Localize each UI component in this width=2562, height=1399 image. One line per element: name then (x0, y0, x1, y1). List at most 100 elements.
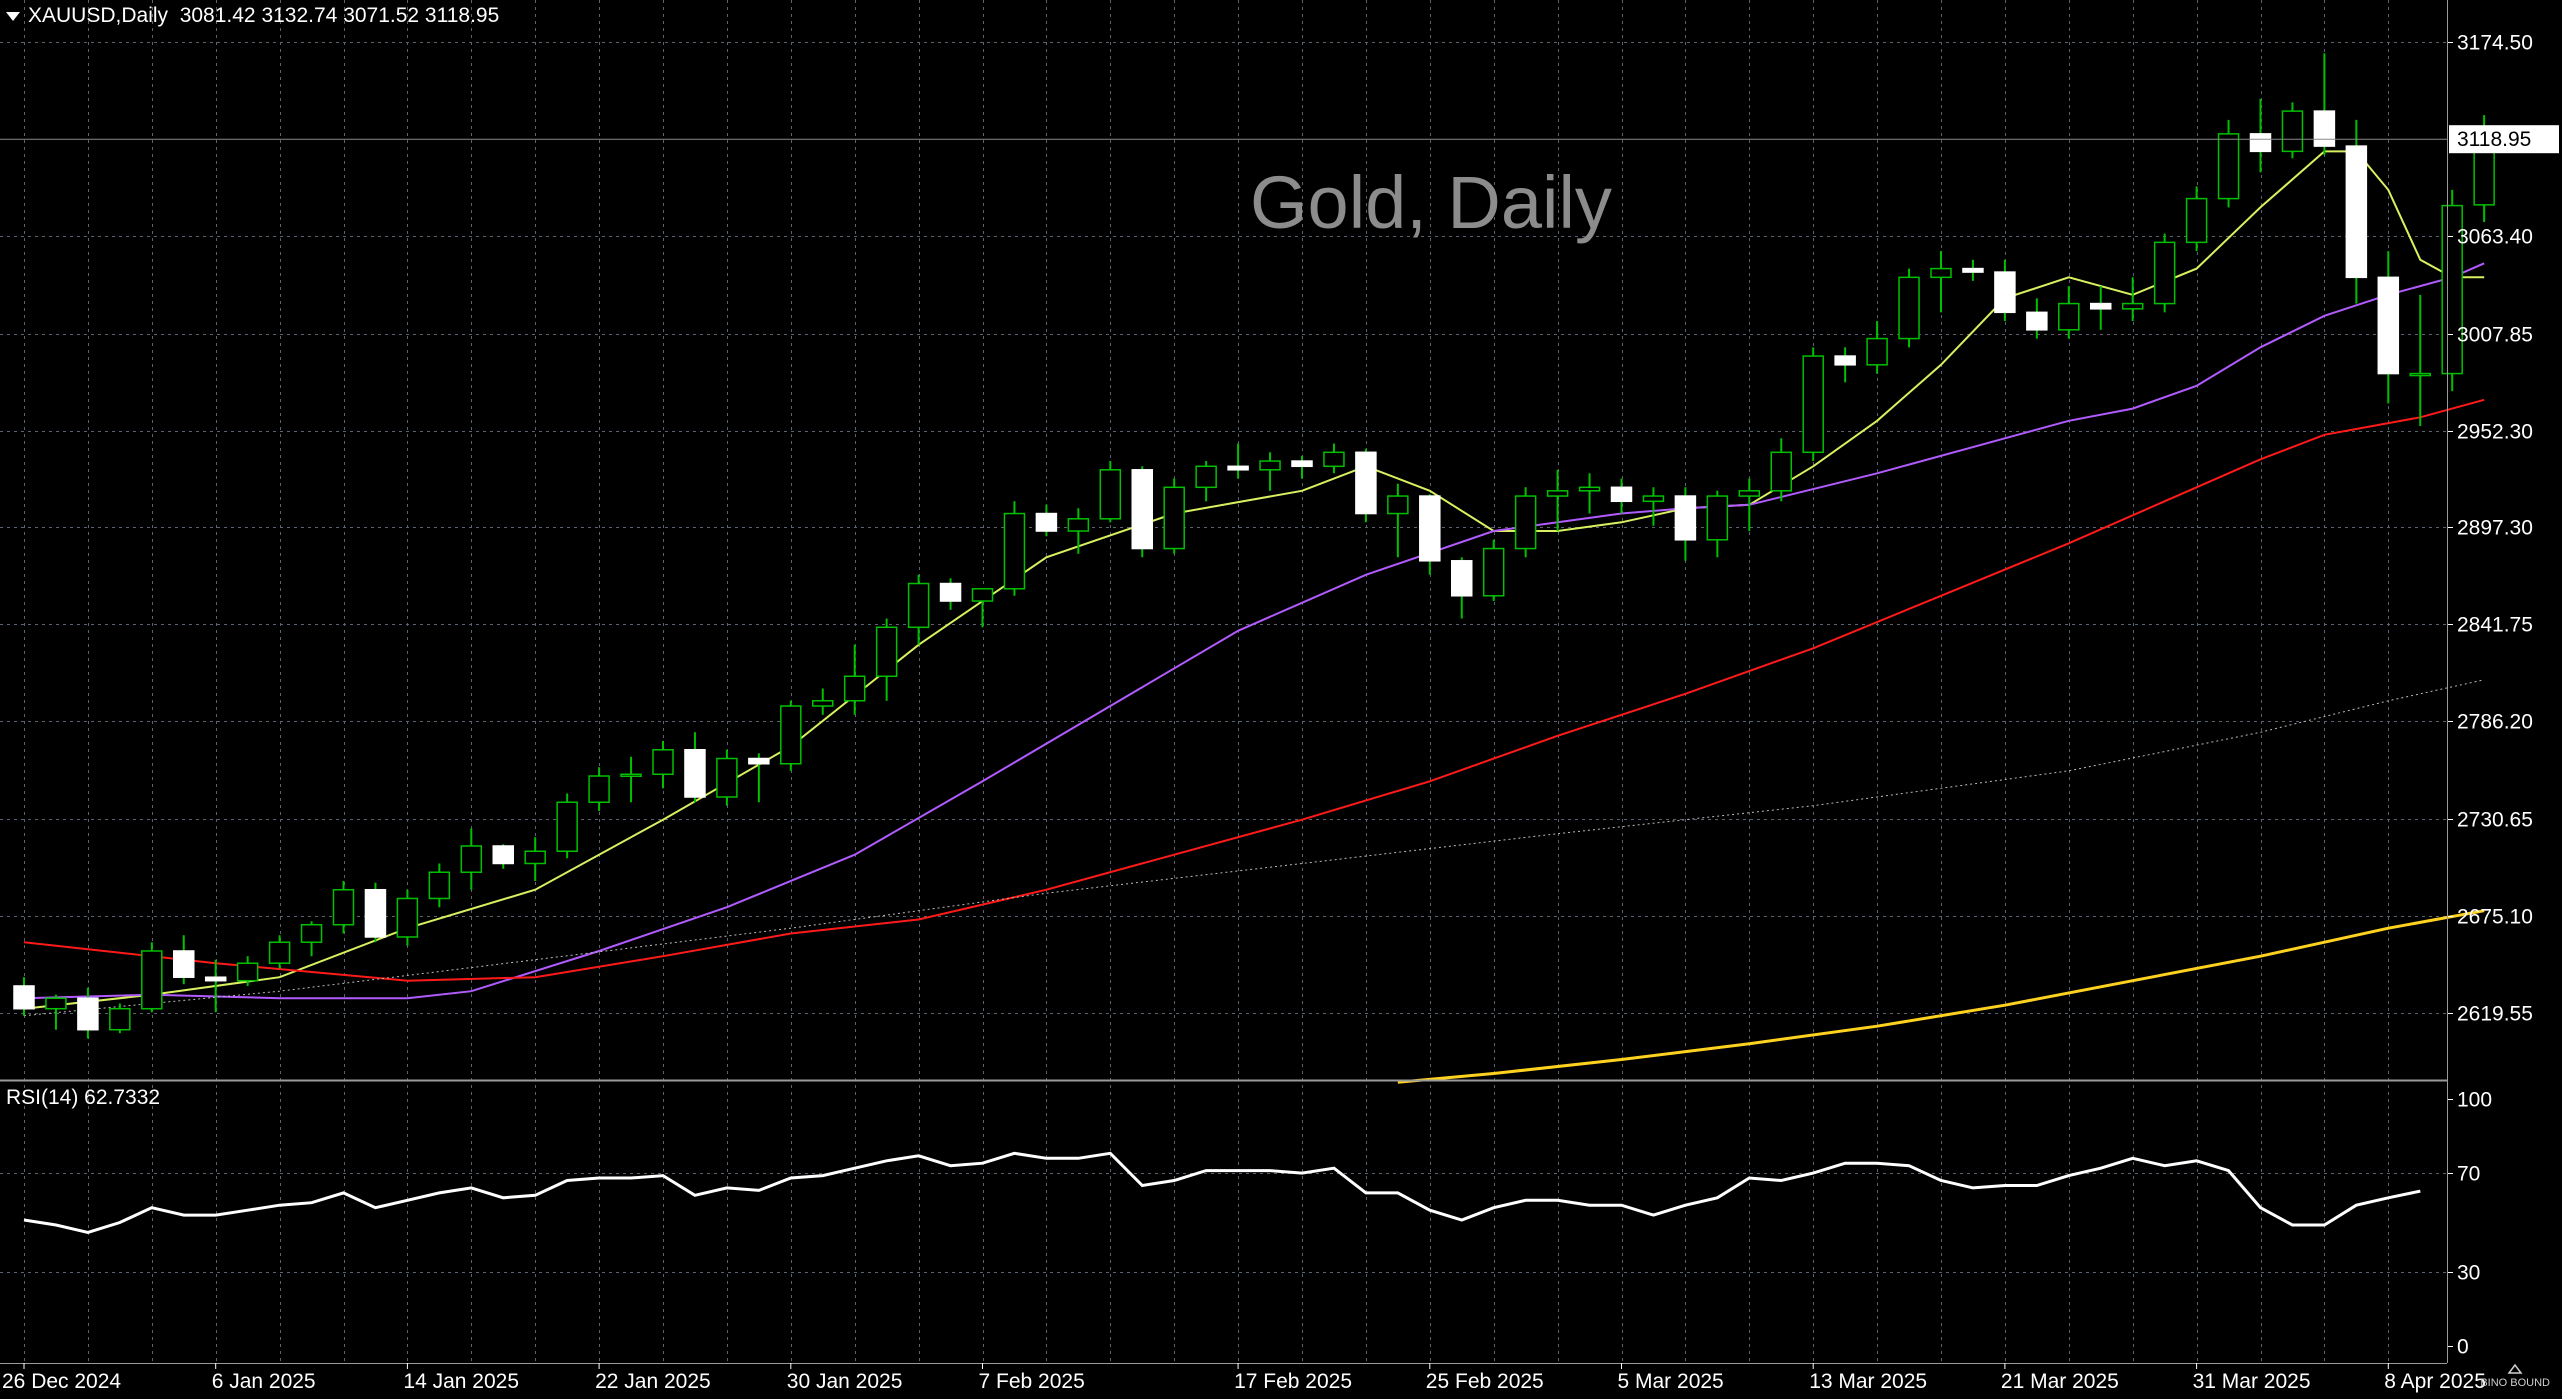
candle-up (1259, 460, 1281, 471)
candle-up (652, 749, 674, 776)
candle-down (2377, 276, 2400, 375)
candle-up (1578, 486, 1601, 492)
candle-up (620, 773, 642, 778)
rsi-tick-label: 70 (2457, 1163, 2480, 1186)
candle-up (1546, 490, 1569, 497)
rsi-tick-label: 30 (2457, 1262, 2480, 1285)
price-tick-label: 2786.20 (2457, 711, 2533, 734)
candle-up (780, 705, 802, 765)
candle-up (2058, 302, 2080, 331)
candle-down (939, 582, 962, 602)
ma-line-ma_mid (23, 262, 2485, 1000)
candle-up (1802, 355, 1824, 454)
logo-icon (2507, 1363, 2523, 1374)
ma-line-ma_dotted (23, 679, 2485, 1017)
time-tick-label: 31 Mar 2025 (2193, 1370, 2311, 1393)
candle-up (1866, 337, 1888, 366)
rsi-header: RSI(14) 62.7332 (6, 1086, 161, 1109)
candle-down (204, 976, 227, 982)
candle-up (971, 588, 994, 602)
candle-up (2217, 133, 2240, 200)
candles (13, 53, 2495, 1039)
candle-down (364, 888, 387, 938)
candle-up (1482, 547, 1505, 597)
candle-down (2249, 133, 2272, 153)
ma-line-ma_slow (23, 398, 2485, 982)
watermark-title: Gold, Daily (1250, 161, 1612, 244)
time-tick-label: 14 Jan 2025 (403, 1370, 519, 1393)
time-tick-label: 13 Mar 2025 (1809, 1370, 1927, 1393)
time-tick-label: 26 Dec 2024 (2, 1370, 121, 1393)
candle-down (1131, 469, 1153, 550)
candle-up (2409, 372, 2431, 377)
candle-up (1514, 495, 1537, 550)
candle-up (396, 897, 419, 938)
candle-down (1227, 465, 1249, 471)
symbol-header[interactable]: XAUUSD,Daily 3081.42 3132.74 3071.52 311… (6, 4, 499, 28)
candle-up (1067, 518, 1090, 532)
candle-up (907, 582, 930, 629)
candle-down (1291, 460, 1313, 468)
price-tick-label: 3174.50 (2457, 32, 2533, 55)
candle-up (1195, 465, 1217, 489)
candle-up (1706, 495, 1729, 541)
ma-line-ma_fast (23, 150, 2485, 1010)
time-tick-label: 8 Apr 2025 (2384, 1370, 2486, 1393)
rsi-tick-label: 0 (2457, 1336, 2469, 1359)
candle-down (77, 997, 99, 1031)
last-price-box (2449, 125, 2559, 154)
candle-up (1738, 490, 1761, 497)
rsi-line (23, 1151, 2421, 1234)
candle-up (1099, 469, 1122, 520)
candle-down (1994, 271, 2016, 314)
logo-text: BINO BOUND (2480, 1377, 2550, 1389)
candle-up (875, 626, 898, 678)
time-tick-label: 7 Feb 2025 (979, 1370, 1085, 1393)
candle-up (236, 962, 259, 982)
moving-averages (23, 150, 2485, 1084)
candle-down (2313, 110, 2336, 147)
price-tick-label: 3007.85 (2457, 324, 2533, 347)
candle-down (2345, 145, 2368, 279)
candle-up (2185, 197, 2208, 244)
candle-down (1035, 512, 1058, 532)
price-tick-label: 2841.75 (2457, 614, 2533, 637)
candle-up (1898, 276, 1920, 340)
time-tick-label: 6 Jan 2025 (212, 1370, 316, 1393)
candle-up (1387, 495, 1409, 515)
ma-line-ma_long (1397, 909, 2485, 1084)
candle-down (173, 950, 195, 978)
candle-up (1930, 267, 1952, 279)
price-tick-label: 2952.30 (2457, 421, 2533, 444)
candle-up (460, 845, 483, 873)
candle-up (2121, 302, 2144, 310)
candle-up (1003, 512, 1026, 590)
candle-up (428, 871, 451, 900)
time-tick-label: 17 Feb 2025 (1234, 1370, 1352, 1393)
candle-down (1355, 451, 1377, 515)
candle-up (332, 888, 355, 926)
dropdown-triangle-icon[interactable] (6, 11, 20, 21)
candle-up (843, 675, 866, 702)
candle-down (1419, 495, 1441, 562)
symbol-name: XAUUSD,Daily (28, 4, 169, 27)
candle-down (748, 757, 770, 765)
candle-down (1451, 560, 1473, 597)
candle-up (1323, 451, 1345, 468)
last-price-label: 3118.95 (2457, 128, 2531, 151)
time-tick-label: 5 Mar 2025 (1618, 1370, 1724, 1393)
candle-up (2153, 241, 2176, 305)
candle-up (524, 850, 546, 865)
candle-down (492, 845, 514, 865)
price-tick-label: 3063.40 (2457, 226, 2533, 249)
candle-up (1642, 495, 1665, 503)
candle-up (716, 757, 738, 798)
candle-up (556, 801, 578, 852)
price-tick-label: 2675.10 (2457, 906, 2533, 929)
grid (0, 0, 2447, 1363)
candle-up (300, 923, 323, 943)
candle-down (2026, 311, 2048, 331)
candle-down (684, 749, 706, 798)
